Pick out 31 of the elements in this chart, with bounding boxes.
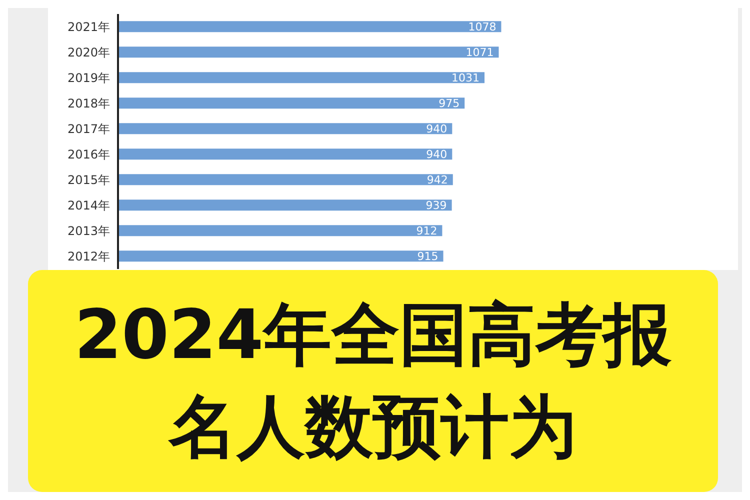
bar [118,148,452,160]
bar [118,21,502,32]
bar [118,225,442,236]
data-label: 912 [416,224,438,238]
y-tick-label: 2019年 [67,71,110,86]
bar [118,46,499,58]
data-label: 1071 [466,46,494,60]
y-tick-label: 2017年 [67,122,110,136]
data-label: 1078 [468,20,496,34]
data-label: 942 [426,174,448,187]
bar [118,98,465,109]
y-tick-label: 2014年 [67,198,110,213]
bar [118,250,444,262]
bar [118,200,452,211]
y-tick-label: 2013年 [67,224,110,238]
data-label: 975 [438,97,460,110]
y-tick-label: 2012年 [67,250,110,264]
y-tick-label: 2020年 [67,46,110,60]
text: 2024年全国高考报名人数预计为 [73,295,673,469]
bar [118,174,453,186]
bar [118,123,452,134]
y-tick-label: 2018年 [67,96,110,111]
y-tick-label: 2021年 [67,20,110,34]
data-label: 940 [426,122,448,136]
y-tick-label: 2015年 [67,173,110,188]
y-tick-label: 2016年 [67,148,110,162]
bar [118,72,485,84]
data-label: 939 [426,199,447,212]
data-label: 1031 [452,72,480,85]
data-label: 915 [417,250,438,264]
data-label: 940 [426,148,448,162]
